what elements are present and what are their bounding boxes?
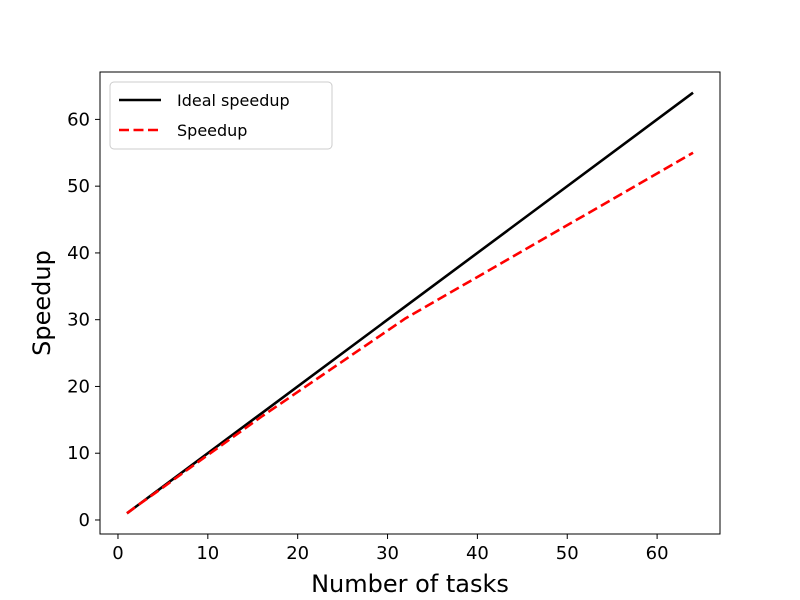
x-tick-label: 40	[466, 543, 489, 564]
y-tick-label: 10	[67, 443, 90, 464]
y-axis-ticks: 0 10 20 30 40 50 60	[67, 109, 100, 531]
x-axis-title: Number of tasks	[311, 570, 509, 598]
series-line-speedup	[126, 151, 694, 515]
x-tick-label: 30	[376, 543, 399, 564]
y-tick-label: 40	[67, 243, 90, 264]
x-tick-label: 10	[196, 543, 219, 564]
y-tick-label: 0	[79, 510, 90, 531]
axes-frame	[99, 71, 721, 535]
x-tick-label: 60	[646, 543, 669, 564]
y-tick-label: 30	[67, 310, 90, 331]
legend-label-ideal-speedup: Ideal speedup	[177, 91, 290, 110]
legend: Ideal speedup Speedup	[109, 81, 333, 150]
x-tick-label: 20	[286, 543, 309, 564]
legend-box	[109, 81, 333, 150]
y-axis-title: Speedup	[28, 250, 56, 356]
y-tick-label: 50	[67, 176, 90, 197]
y-tick-label: 60	[67, 109, 90, 130]
y-tick-label: 20	[67, 376, 90, 397]
legend-label-speedup: Speedup	[177, 121, 247, 140]
x-tick-label: 50	[556, 543, 579, 564]
plot-layer	[126, 91, 694, 515]
x-tick-label: 0	[112, 543, 123, 564]
x-axis-ticks: 0 10 20 30 40 50 60	[112, 534, 669, 564]
